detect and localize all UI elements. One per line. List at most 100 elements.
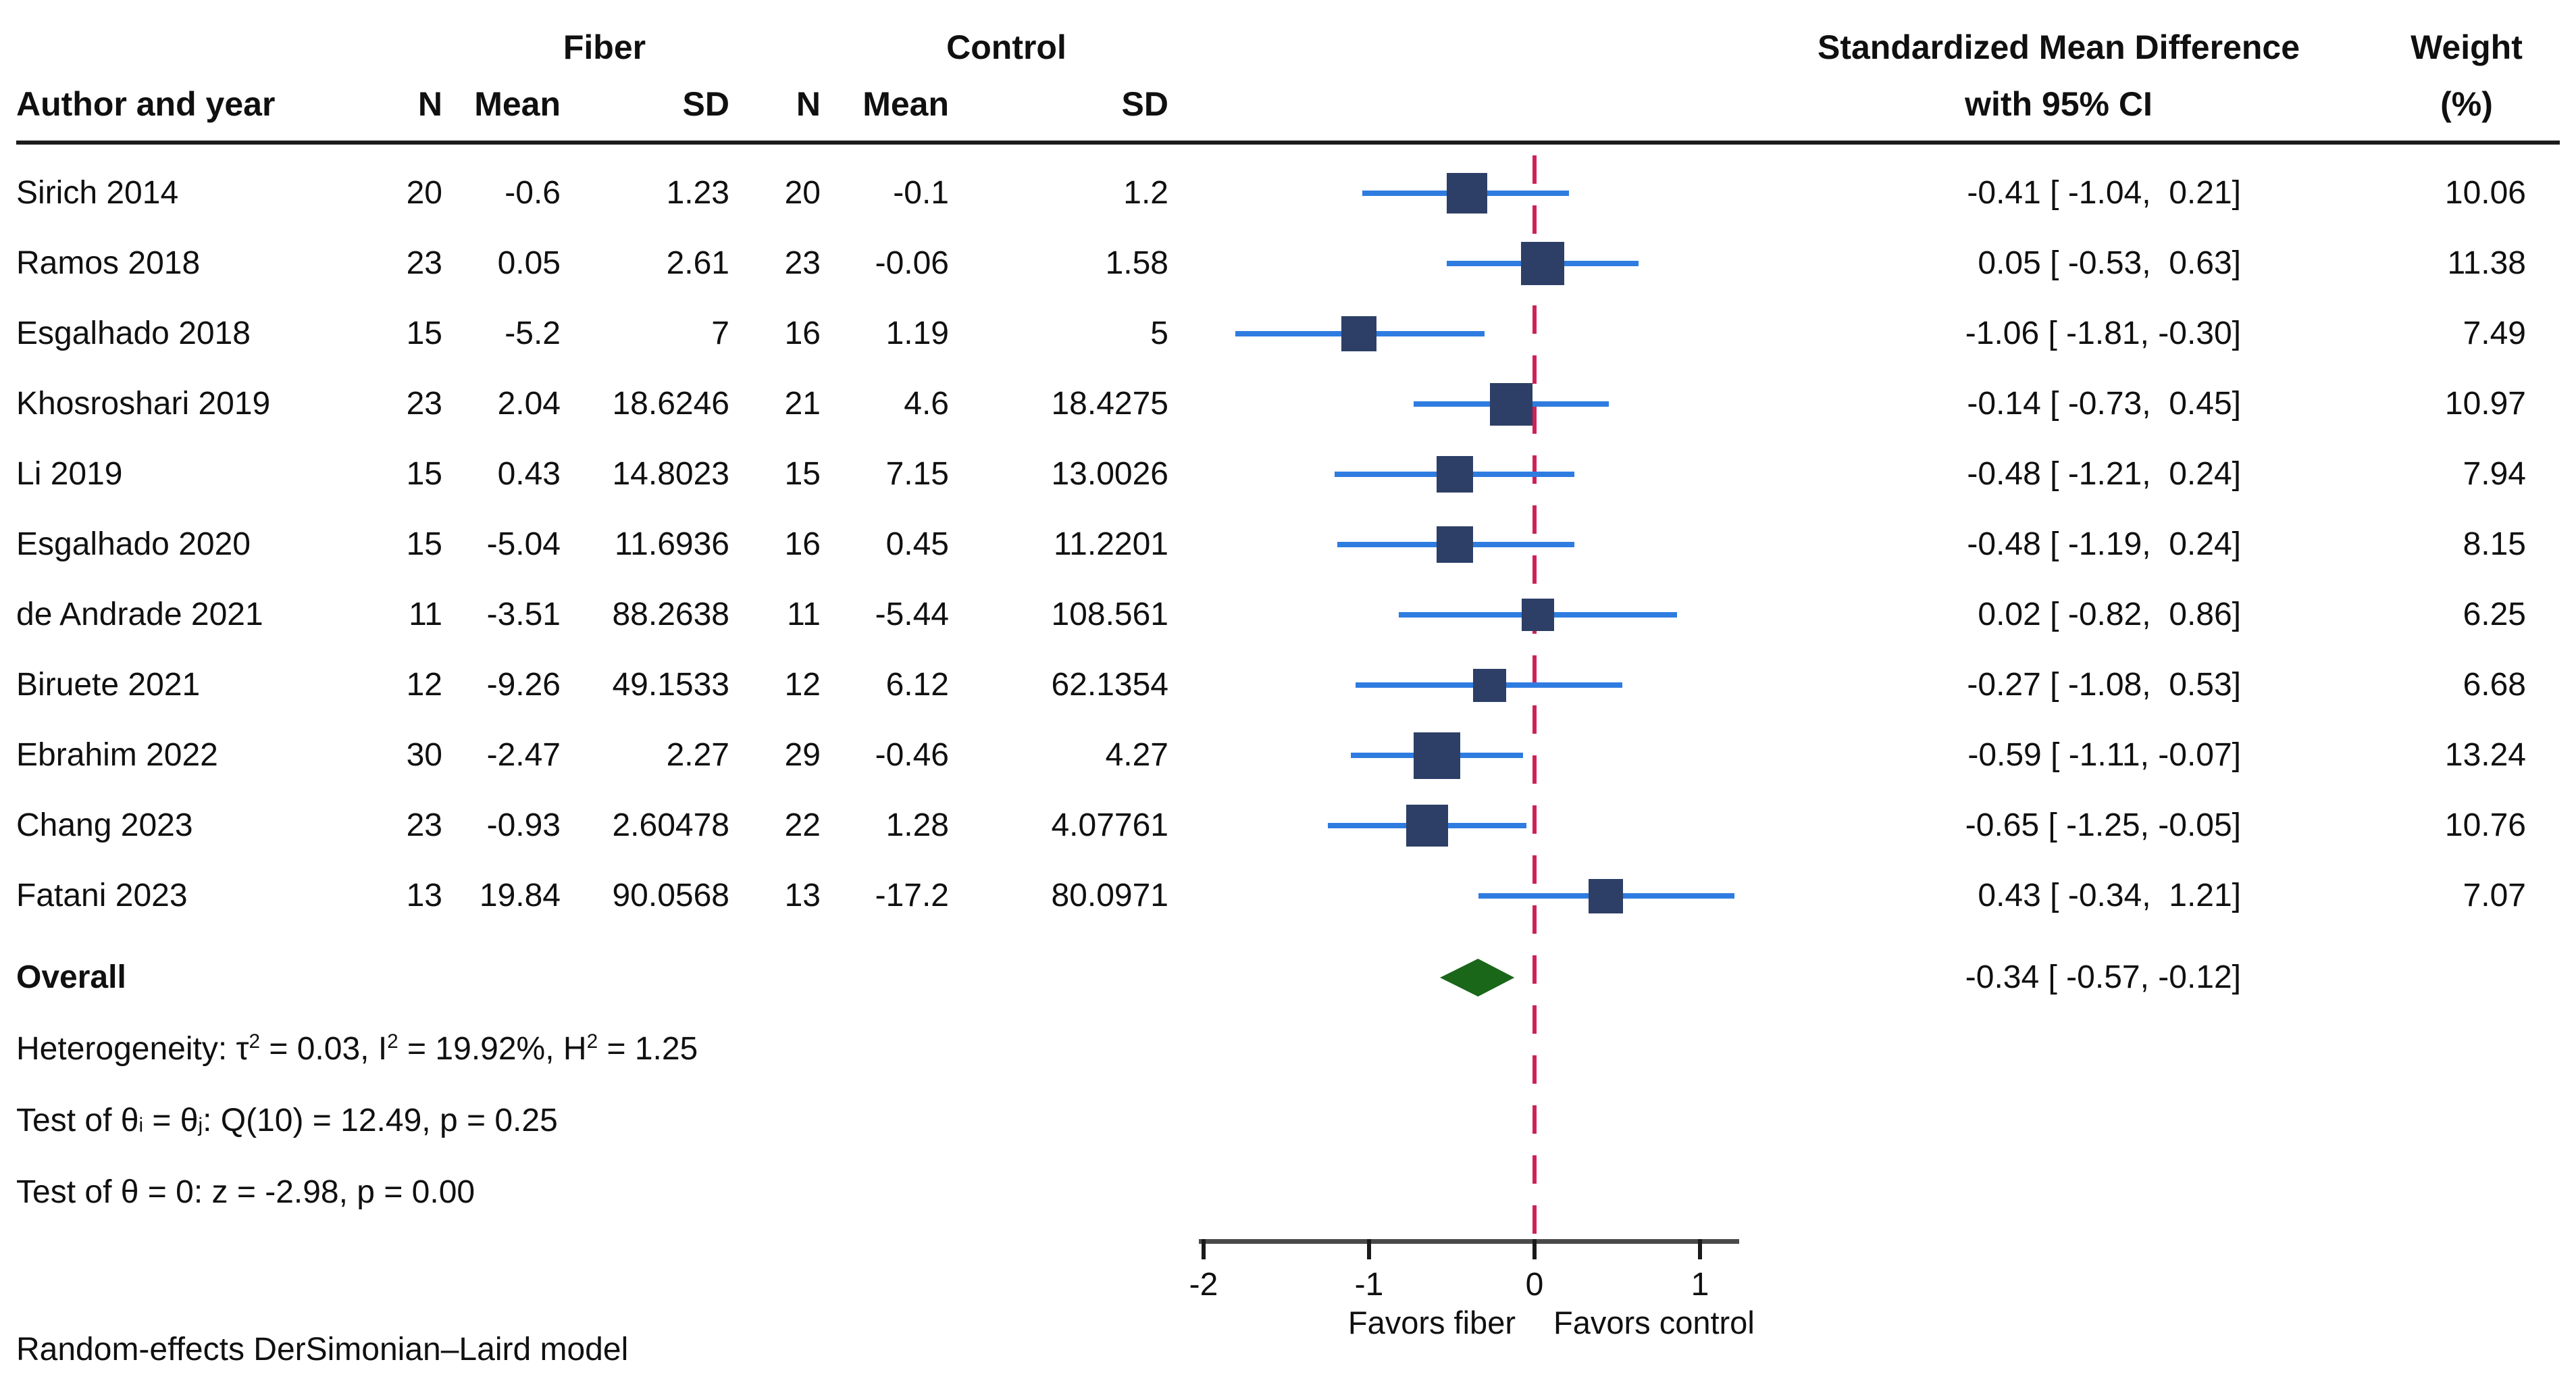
- effect-square: [1437, 526, 1474, 563]
- n-control-column-header: N: [796, 85, 821, 123]
- favors-right-label: Favors control: [1553, 1305, 1755, 1340]
- mean-fiber-column-header: Mean: [474, 85, 561, 123]
- study-n-control: 23: [784, 245, 821, 281]
- study-author: de Andrade 2021: [16, 597, 263, 632]
- study-n-fiber: 13: [406, 878, 442, 913]
- stats-line: Heterogeneity: τ2 = 0.03, I2 = 19.92%, H…: [16, 1029, 1164, 1070]
- effect-square: [1446, 173, 1487, 213]
- study-author: Esgalhado 2018: [16, 316, 251, 351]
- study-n-fiber: 23: [406, 807, 442, 843]
- study-author: Fatani 2023: [16, 878, 188, 913]
- study-sd-fiber: 49.1533: [612, 667, 729, 703]
- study-n-fiber: 15: [406, 456, 442, 492]
- study-ci-text: 0.02 [ -0.82, 0.86]: [1969, 597, 2241, 632]
- study-n-control: 13: [784, 878, 821, 913]
- study-mean-fiber: 2.04: [497, 386, 561, 422]
- study-mean-fiber: -2.47: [486, 737, 561, 773]
- study-ci-text: -0.65 [ -1.25, -0.05]: [1965, 807, 2241, 843]
- stats-text: = 0.03, I: [260, 1031, 388, 1067]
- model-note: Random-effects DerSimonian–Laird model: [16, 1332, 629, 1367]
- favors-left-label: Favors fiber: [1347, 1305, 1516, 1340]
- study-n-fiber: 12: [406, 667, 442, 703]
- effect-square: [1588, 878, 1623, 913]
- study-mean-fiber: -3.51: [486, 597, 561, 632]
- study-author: Esgalhado 2020: [16, 526, 251, 562]
- study-n-fiber: 11: [409, 597, 442, 632]
- study-sd-control: 1.58: [1105, 245, 1168, 281]
- study-sd-fiber: 1.23: [666, 175, 729, 211]
- smd-header-line1: Standardized Mean Difference: [1817, 28, 2300, 66]
- study-sd-control: 4.07761: [1051, 807, 1168, 843]
- effect-square: [1413, 732, 1460, 779]
- x-axis-tick: [1698, 1239, 1702, 1259]
- study-weight: 7.49: [2463, 316, 2526, 351]
- overall-label: Overall: [16, 959, 126, 995]
- study-sd-control: 13.0026: [1051, 456, 1168, 492]
- sd-control-column-header: SD: [1121, 85, 1168, 123]
- study-mean-fiber: -5.04: [486, 526, 561, 562]
- study-author: Ramos 2018: [16, 245, 201, 281]
- study-n-fiber: 15: [406, 526, 442, 562]
- study-mean-fiber: -9.26: [486, 667, 561, 703]
- stats-text: = 1.25: [598, 1031, 698, 1067]
- study-sd-control: 5: [1150, 316, 1168, 351]
- effect-square: [1521, 599, 1554, 631]
- study-n-control: 16: [784, 526, 821, 562]
- x-axis-tick: [1532, 1239, 1537, 1259]
- stats-text: = θ: [143, 1103, 199, 1138]
- study-n-control: 29: [784, 737, 821, 773]
- study-ci-text: -0.41 [ -1.04, 0.21]: [1967, 175, 2241, 211]
- n-fiber-column-header: N: [417, 85, 442, 123]
- study-mean-control: 1.28: [885, 807, 949, 843]
- smd-header-line2: with 95% CI: [1965, 85, 2153, 123]
- study-sd-control: 11.2201: [1054, 526, 1168, 562]
- effect-square: [1406, 805, 1448, 847]
- weight-header-line1: Weight: [2411, 28, 2523, 66]
- study-mean-control: 0.45: [885, 526, 949, 562]
- fiber-group-header: Fiber: [563, 28, 646, 66]
- study-n-control: 12: [784, 667, 821, 703]
- study-sd-fiber: 11.6936: [615, 526, 729, 562]
- study-mean-fiber: 0.43: [497, 456, 561, 492]
- study-n-fiber: 23: [406, 245, 442, 281]
- stats-sub-text: j: [198, 1113, 203, 1136]
- stats-text: Test of θ = 0: z = -2.98, p = 0.00: [16, 1174, 475, 1210]
- overall-diamond: [1440, 959, 1515, 997]
- study-n-control: 20: [784, 175, 821, 211]
- study-mean-fiber: -0.93: [486, 807, 561, 843]
- study-n-control: 21: [784, 386, 821, 422]
- stats-sup-text: 2: [249, 1030, 261, 1053]
- study-sd-fiber: 2.60478: [612, 807, 729, 843]
- author-column-header: Author and year: [16, 85, 276, 123]
- study-sd-fiber: 18.6246: [612, 386, 729, 422]
- study-sd-fiber: 7: [711, 316, 729, 351]
- control-group-header: Control: [946, 28, 1066, 66]
- effect-square: [1521, 242, 1565, 285]
- study-weight: 10.06: [2444, 175, 2526, 211]
- study-ci-text: 0.05 [ -0.53, 0.63]: [1969, 245, 2241, 281]
- study-sd-control: 4.27: [1105, 737, 1168, 773]
- study-weight: 7.94: [2463, 456, 2526, 492]
- stats-text: : Q(10) = 12.49, p = 0.25: [203, 1103, 558, 1138]
- study-weight: 11.38: [2447, 245, 2526, 281]
- x-axis-tick: [1367, 1239, 1371, 1259]
- study-n-fiber: 30: [406, 737, 442, 773]
- overall-ci-text: -0.34 [ -0.57, -0.12]: [1965, 959, 2241, 995]
- study-ci-text: -0.48 [ -1.19, 0.24]: [1967, 526, 2241, 562]
- study-mean-control: -17.2: [875, 878, 949, 913]
- x-axis-tick-label: 0: [1525, 1267, 1544, 1303]
- study-sd-fiber: 88.2638: [612, 597, 729, 632]
- study-mean-control: -5.44: [875, 597, 949, 632]
- study-n-control: 11: [787, 597, 821, 632]
- study-mean-control: 1.19: [885, 316, 949, 351]
- study-author: Khosroshari 2019: [16, 386, 271, 422]
- mean-control-column-header: Mean: [862, 85, 949, 123]
- study-sd-control: 108.561: [1051, 597, 1168, 632]
- study-ci-text: -1.06 [ -1.81, -0.30]: [1965, 316, 2241, 351]
- study-weight: 6.68: [2463, 667, 2526, 703]
- effect-square: [1473, 668, 1507, 702]
- study-mean-control: 4.6: [904, 386, 949, 422]
